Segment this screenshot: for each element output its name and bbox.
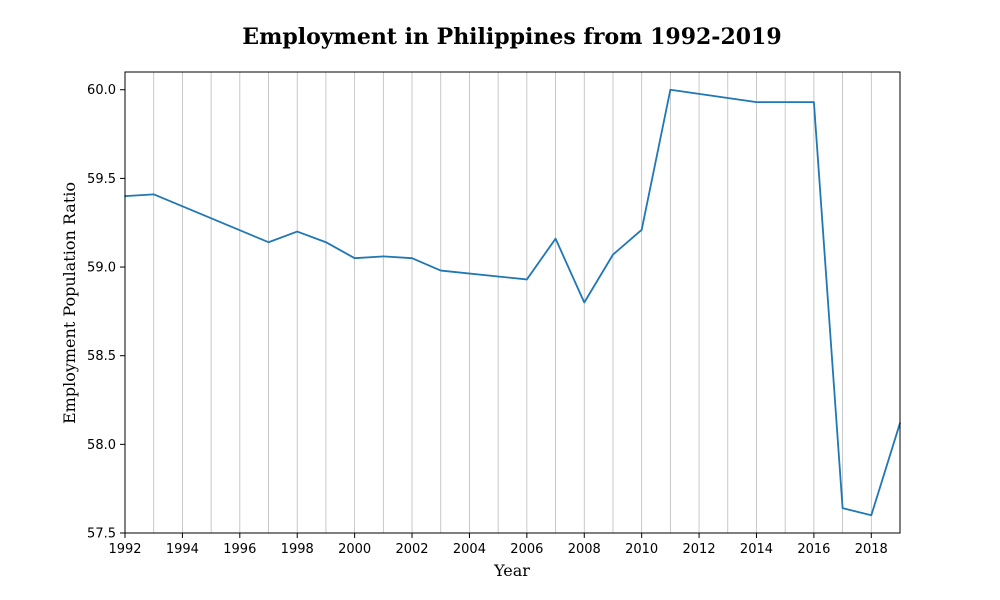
- x-tick-label: 2002: [395, 542, 428, 557]
- x-axis-label: Year: [493, 561, 530, 580]
- x-tick-label: 2018: [855, 542, 888, 557]
- x-tick-label: 2012: [683, 542, 716, 557]
- plot-frame: [124, 71, 901, 534]
- x-axis-ticks: 1992 1994 1996 1998 2000 2002 2004 2006 2008 2010…: [108, 533, 888, 557]
- y-tick-label: 60.0: [87, 83, 116, 98]
- x-tick-label: 2008: [568, 542, 601, 557]
- y-axis-ticks: 57.5 58.0 58.5 59.0 59.5 60.0: [87, 83, 125, 542]
- x-tick-label: 2006: [510, 542, 543, 557]
- y-tick-label: 58.0: [87, 438, 116, 453]
- x-tick-label: 2016: [797, 542, 830, 557]
- x-tick-label: 2000: [338, 542, 371, 557]
- vertical-gridlines: [124, 72, 901, 533]
- x-tick-label: 2014: [740, 542, 773, 557]
- series-layer: [124, 88, 901, 517]
- y-tick-label: 57.5: [87, 527, 116, 542]
- chart-title: Employment in Philippines from 1992-2019: [242, 24, 781, 50]
- x-tick-label: 2004: [453, 542, 486, 557]
- employment-series-line: [124, 88, 901, 517]
- x-tick-label: 2010: [625, 542, 658, 557]
- x-tick-label: 1994: [166, 542, 199, 557]
- x-tick-label: 1992: [108, 542, 141, 557]
- y-tick-label: 59.5: [87, 172, 116, 187]
- y-axis-label: Employment Population Ratio: [60, 182, 79, 424]
- y-tick-label: 58.5: [87, 349, 116, 364]
- x-tick-label: 1996: [223, 542, 256, 557]
- y-tick-label: 59.0: [87, 261, 116, 276]
- x-tick-label: 1998: [281, 542, 314, 557]
